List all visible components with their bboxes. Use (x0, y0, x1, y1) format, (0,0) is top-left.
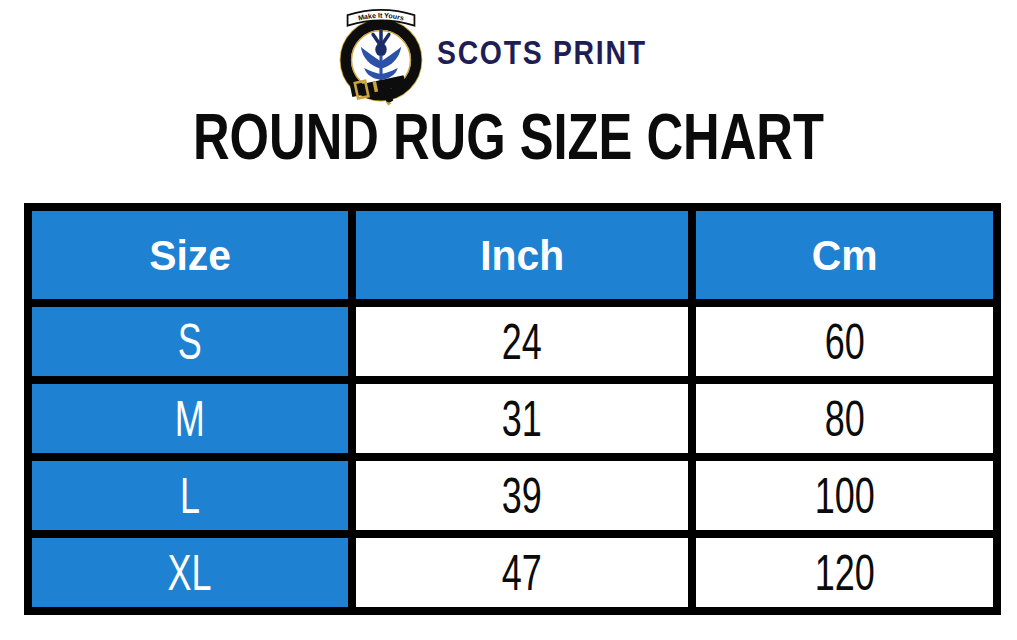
page-title: ROUND RUG SIZE CHART (0, 102, 1017, 172)
size-cell: S (28, 303, 352, 380)
table-row: S 24 60 (28, 303, 997, 380)
size-cell: M (28, 380, 352, 457)
header-cm: Cm (692, 207, 997, 303)
inch-cell: 39 (352, 457, 692, 534)
cm-cell: 100 (692, 457, 997, 534)
size-cell: L (28, 457, 352, 534)
inch-cell: 47 (352, 534, 692, 611)
table-header-row: Size Inch Cm (28, 207, 997, 303)
clan-crest-icon: Make It Yours (337, 7, 425, 106)
size-chart-table: Size Inch Cm S 24 60 M 31 80 L 39 100 XL… (24, 203, 1001, 615)
table-row: M 31 80 (28, 380, 997, 457)
cm-cell: 60 (692, 303, 997, 380)
cm-cell: 120 (692, 534, 997, 611)
table-row: XL 47 120 (28, 534, 997, 611)
header-inch: Inch (352, 207, 692, 303)
brand-name: SCOTS PRINT (437, 34, 647, 78)
inch-cell: 24 (352, 303, 692, 380)
header-size: Size (28, 207, 352, 303)
size-cell: XL (28, 534, 352, 611)
cm-cell: 80 (692, 380, 997, 457)
logo: Make It Yours SCOTS PRINT (0, 8, 1017, 104)
table-row: L 39 100 (28, 457, 997, 534)
inch-cell: 31 (352, 380, 692, 457)
